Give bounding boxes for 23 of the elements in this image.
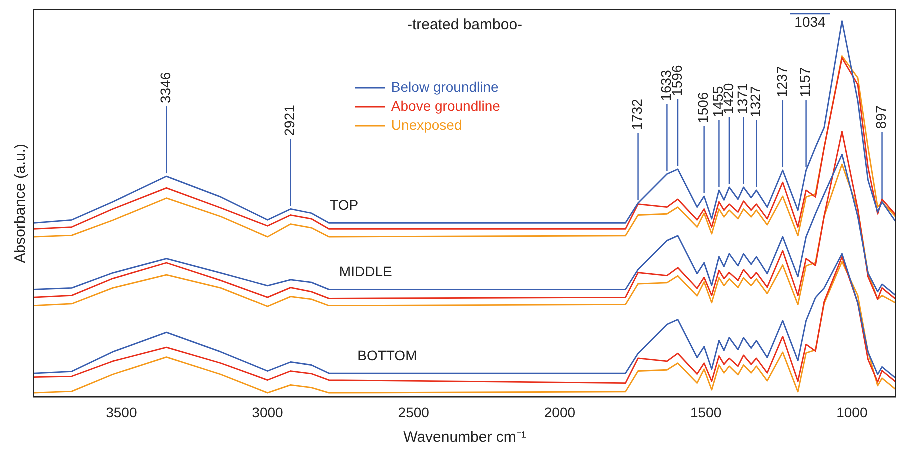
- annotation: 1732: [629, 98, 646, 130]
- annotation: 2921: [282, 104, 298, 136]
- x-tick-label: 2000: [544, 404, 576, 420]
- annotation: MIDDLE: [339, 264, 392, 280]
- annotation: 1034: [794, 14, 826, 30]
- y-axis-title: Absorbance (a.u.): [12, 144, 30, 264]
- legend-label: Below groundline: [391, 78, 500, 95]
- annotation: 3346: [158, 72, 174, 104]
- x-tick-label: 3000: [252, 404, 284, 420]
- annotation: TOP: [330, 197, 359, 214]
- x-tick-label: 1500: [690, 404, 722, 420]
- annotation: 1157: [797, 67, 814, 98]
- annotation: 1237: [774, 66, 790, 98]
- x-axis-title: Wavenumber cm⁻¹: [404, 429, 526, 446]
- annotation: BOTTOM: [358, 347, 418, 364]
- legend-label: Above groundline: [391, 98, 501, 114]
- x-tick-label: 2500: [398, 404, 430, 420]
- annotation: 897: [873, 106, 890, 130]
- x-tick-label: 1000: [836, 404, 868, 420]
- chart-title: -treated bamboo-: [407, 16, 523, 34]
- legend-label: Unexposed: [391, 116, 462, 133]
- x-tick-label: 3500: [106, 404, 138, 420]
- annotation: 1506: [695, 92, 712, 124]
